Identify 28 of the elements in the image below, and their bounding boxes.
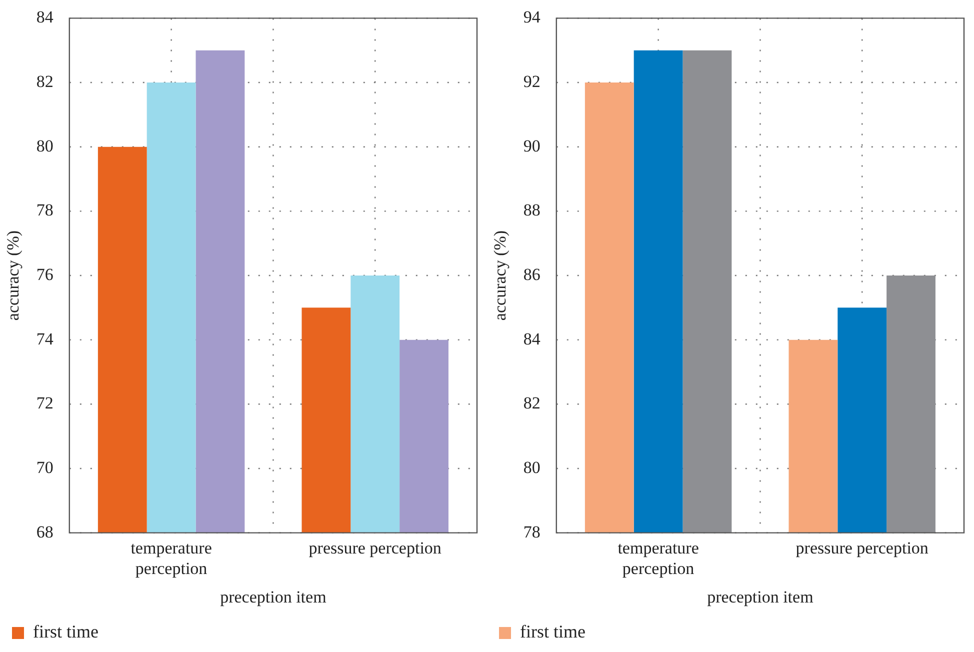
y-tick-label: 80	[36, 136, 54, 156]
y-tick-label: 76	[36, 264, 54, 284]
y-tick-label: 84	[36, 8, 54, 27]
y-axis-title: accuracy (%)	[490, 230, 510, 321]
y-tick-label: 86	[523, 264, 540, 284]
x-tick-label: pressure perception	[796, 538, 929, 558]
y-tick-label: 90	[523, 136, 540, 156]
y-tick-label: 88	[523, 200, 540, 220]
y-tick-label: 94	[523, 8, 541, 27]
y-tick-label: 78	[523, 522, 540, 542]
y-tick-label: 82	[36, 72, 54, 91]
y-tick-label: 72	[36, 394, 54, 413]
y-axis-title: accuracy (%)	[4, 230, 23, 321]
y-tick-label: 78	[36, 200, 54, 220]
legend-label: first time	[520, 622, 586, 642]
x-tick-label: temperature perception	[130, 538, 212, 578]
x-axis-title: preception item	[220, 587, 326, 606]
y-tick-label: 84	[523, 329, 541, 348]
y-tick-label: 80	[523, 458, 540, 477]
y-tick-label: 74	[36, 329, 54, 348]
x-axis-title: preception item	[707, 587, 814, 606]
y-tick-label: 68	[36, 522, 54, 542]
y-tick-label: 92	[523, 72, 540, 91]
legend-label: first time	[33, 622, 98, 642]
x-tick-label: temperature perception	[618, 538, 699, 578]
y-tick-label: 82	[523, 394, 540, 413]
x-tick-label: pressure perception	[308, 538, 442, 558]
y-tick-label: 70	[36, 458, 54, 477]
